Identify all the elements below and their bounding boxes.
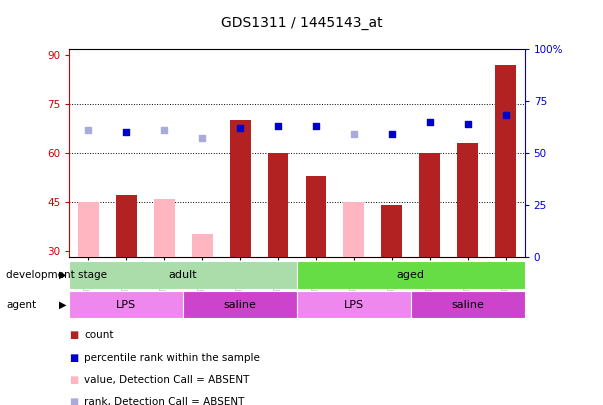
- Point: [463, 120, 473, 127]
- Point: [273, 123, 283, 129]
- Text: ▶: ▶: [59, 300, 66, 309]
- Text: rank, Detection Call = ABSENT: rank, Detection Call = ABSENT: [84, 397, 245, 405]
- Text: ■: ■: [69, 353, 78, 363]
- Bar: [116, 195, 137, 257]
- Point: [235, 125, 245, 131]
- Bar: [192, 234, 213, 257]
- Bar: [306, 176, 326, 257]
- Bar: [457, 143, 478, 257]
- Point: [197, 135, 207, 141]
- Bar: [297, 261, 525, 289]
- Point: [311, 123, 321, 129]
- Bar: [381, 205, 402, 257]
- Bar: [69, 291, 183, 318]
- Bar: [419, 153, 440, 257]
- Text: GDS1311 / 1445143_at: GDS1311 / 1445143_at: [221, 16, 382, 30]
- Point: [501, 112, 511, 119]
- Bar: [297, 291, 411, 318]
- Text: agent: agent: [6, 300, 36, 309]
- Text: ■: ■: [69, 375, 78, 385]
- Text: count: count: [84, 330, 114, 341]
- Bar: [69, 261, 297, 289]
- Text: LPS: LPS: [116, 300, 136, 309]
- Bar: [230, 120, 250, 257]
- Text: value, Detection Call = ABSENT: value, Detection Call = ABSENT: [84, 375, 250, 385]
- Text: adult: adult: [169, 270, 197, 280]
- Point: [159, 127, 169, 133]
- Text: ▶: ▶: [59, 270, 66, 280]
- Text: aged: aged: [397, 270, 425, 280]
- Point: [83, 127, 93, 133]
- Text: saline: saline: [451, 300, 484, 309]
- Text: LPS: LPS: [344, 300, 364, 309]
- Text: ■: ■: [69, 397, 78, 405]
- Point: [387, 131, 397, 137]
- Bar: [411, 291, 525, 318]
- Bar: [154, 198, 175, 257]
- Bar: [78, 202, 99, 257]
- Point: [121, 129, 131, 135]
- Text: saline: saline: [224, 300, 256, 309]
- Text: percentile rank within the sample: percentile rank within the sample: [84, 353, 260, 363]
- Text: ■: ■: [69, 330, 78, 341]
- Bar: [268, 153, 288, 257]
- Bar: [495, 65, 516, 257]
- Point: [349, 131, 359, 137]
- Point: [425, 118, 435, 125]
- Bar: [344, 202, 364, 257]
- Text: development stage: development stage: [6, 270, 107, 280]
- Bar: [183, 291, 297, 318]
